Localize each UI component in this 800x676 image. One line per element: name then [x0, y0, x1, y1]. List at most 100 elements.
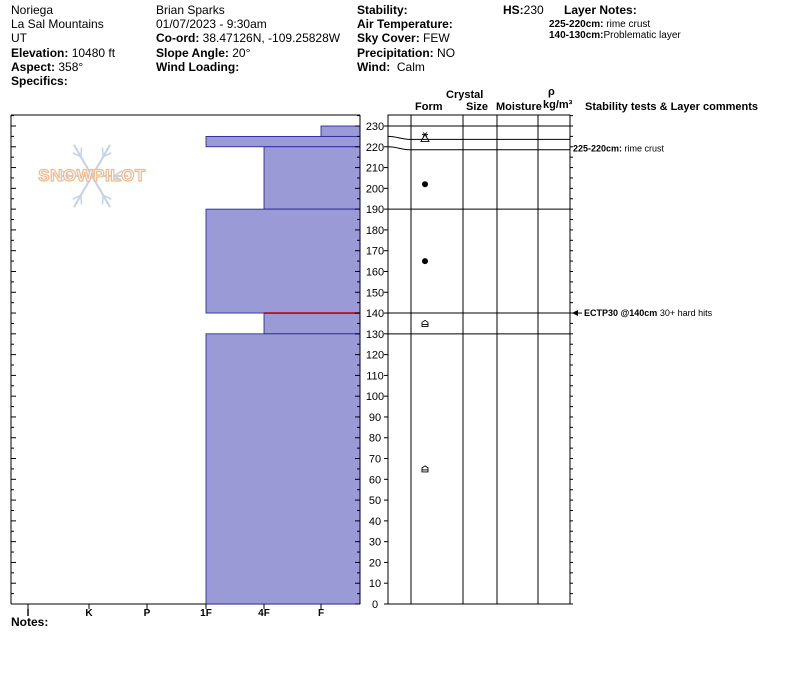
stability-label: Stability:	[357, 3, 408, 17]
logo-branch	[101, 195, 104, 205]
specifics-label: Specifics:	[11, 74, 68, 88]
wind-value: Calm	[396, 60, 425, 74]
range-name: La Sal Mountains	[11, 17, 104, 31]
logo-branch	[102, 194, 112, 200]
height-tick-label: 90	[369, 412, 381, 424]
height-tick-label: 60	[369, 474, 381, 486]
hs-value: 230	[523, 3, 544, 17]
hardness-tick-label: F	[318, 608, 324, 619]
hs-label: HS:	[503, 3, 524, 17]
precipitation: Precipitation: NO	[357, 46, 455, 61]
logo-branch	[72, 152, 82, 158]
logo-arm	[73, 175, 93, 208]
height-tick-label: 20	[369, 557, 381, 569]
hardness-bar	[263, 312, 361, 335]
hardness-bar	[320, 125, 361, 137]
grain-form-depth-hoar	[421, 319, 429, 327]
logo-arm	[73, 144, 93, 177]
hs: HS:230	[503, 3, 544, 18]
height-tick-label: 10	[369, 578, 381, 590]
height-tick-label: 0	[372, 599, 378, 611]
height-tick-label: 30	[369, 537, 381, 549]
layer-comment-text: 225-220cm: rime crust	[573, 144, 665, 154]
logo-branch	[72, 194, 82, 200]
layer-note-1: 225-220cm: rime crust	[549, 19, 650, 30]
layer-note-range: 140-130cm:	[549, 30, 604, 41]
grain-form-rounds	[422, 258, 428, 265]
logo-arm	[91, 144, 111, 177]
height-tick-label: 170	[366, 246, 384, 258]
wind-loading: Wind Loading:	[156, 60, 239, 75]
height-tick-label: 220	[366, 142, 384, 154]
sky-value: FEW	[423, 31, 450, 45]
col-density-unit: kg/m³	[543, 99, 573, 111]
hardness-tick-label: P	[144, 608, 151, 619]
logo-branch	[101, 147, 104, 157]
hardness-bar	[205, 208, 361, 314]
sky-cover: Sky Cover: FEW	[357, 31, 450, 46]
aspect: Aspect: 358°	[11, 60, 83, 75]
height-tick-label: 70	[369, 454, 381, 466]
col-form: Form	[415, 101, 443, 113]
height-tick-label: 180	[366, 225, 384, 237]
slope-angle: Slope Angle: 20°	[156, 46, 250, 61]
location-name: Noriega	[11, 3, 54, 17]
coord-label: Co-ord:	[156, 31, 200, 45]
height-tick-label: 210	[366, 163, 384, 175]
logo-text: SNOWPILOT	[38, 166, 146, 185]
stability-test-arrowhead	[572, 310, 578, 317]
layer-note-text: rime crust	[606, 19, 651, 30]
stability-test-result: 30+ hard hits	[657, 308, 712, 318]
logo-branch	[102, 152, 112, 158]
precip-value: NO	[437, 46, 456, 60]
layer-table-frame	[387, 114, 571, 605]
col-crystal: Crystal	[446, 89, 484, 101]
height-tick-label: 50	[369, 495, 381, 507]
slope-label: Slope Angle:	[156, 46, 229, 60]
layer-note-range: 225-220cm:	[549, 19, 604, 30]
height-tick-label: 160	[366, 266, 384, 278]
precip-label: Precipitation:	[357, 46, 434, 60]
layer-comment-range: 225-220cm:	[573, 144, 622, 154]
logo-branch	[61, 175, 71, 182]
elevation: Elevation: 10480 ft	[11, 46, 115, 61]
aspect-label: Aspect:	[11, 60, 56, 74]
col-comments: Stability tests & Layer comments	[585, 101, 759, 113]
logo-arm	[91, 175, 111, 208]
slope-value: 20°	[232, 46, 251, 60]
logo-branch	[113, 170, 123, 177]
datetime: 01/07/2023 - 9:30am	[156, 17, 267, 31]
elevation-value: 10480 ft	[71, 46, 116, 60]
state-name: UT	[11, 31, 27, 45]
notes-label: Notes:	[11, 615, 49, 629]
layer-notes-label: Layer Notes:	[564, 3, 637, 17]
layer-connector	[387, 146, 412, 151]
hardness-tick-label: I	[27, 608, 30, 619]
logo-branch	[80, 147, 83, 157]
height-tick-label: 230	[366, 121, 384, 133]
height-tick-label: 110	[366, 370, 384, 382]
air-temp-label: Air Temperature:	[357, 17, 453, 31]
specifics: Specifics:	[11, 74, 68, 89]
layer-comment-body: rime crust	[622, 144, 665, 154]
grain-form-surface-hoar	[420, 132, 430, 142]
height-tick-label: 150	[366, 287, 384, 299]
height-tick-label: 120	[366, 350, 384, 362]
hardness-bar	[205, 135, 361, 148]
elevation-label: Elevation:	[11, 46, 69, 60]
height-tick-label: 190	[366, 204, 384, 216]
wind-label: Wind:	[357, 60, 391, 74]
col-rho: ρ	[548, 86, 555, 98]
aspect-value: 358°	[58, 60, 84, 74]
height-tick-label: 40	[369, 516, 381, 528]
hardness-bar	[205, 333, 361, 605]
stability-test-text: ECTP30 @140cm 30+ hard hits	[584, 308, 713, 318]
hardness-tick-label: 1F	[200, 608, 212, 619]
height-tick-label: 80	[369, 433, 381, 445]
grain-form-rounds	[422, 181, 428, 188]
layer-notes: Layer Notes:	[564, 3, 637, 18]
depth-hoar-outline	[421, 319, 429, 327]
observer: Brian Sparks	[156, 3, 225, 17]
stability-test-code: ECTP30 @140cm	[584, 308, 657, 318]
